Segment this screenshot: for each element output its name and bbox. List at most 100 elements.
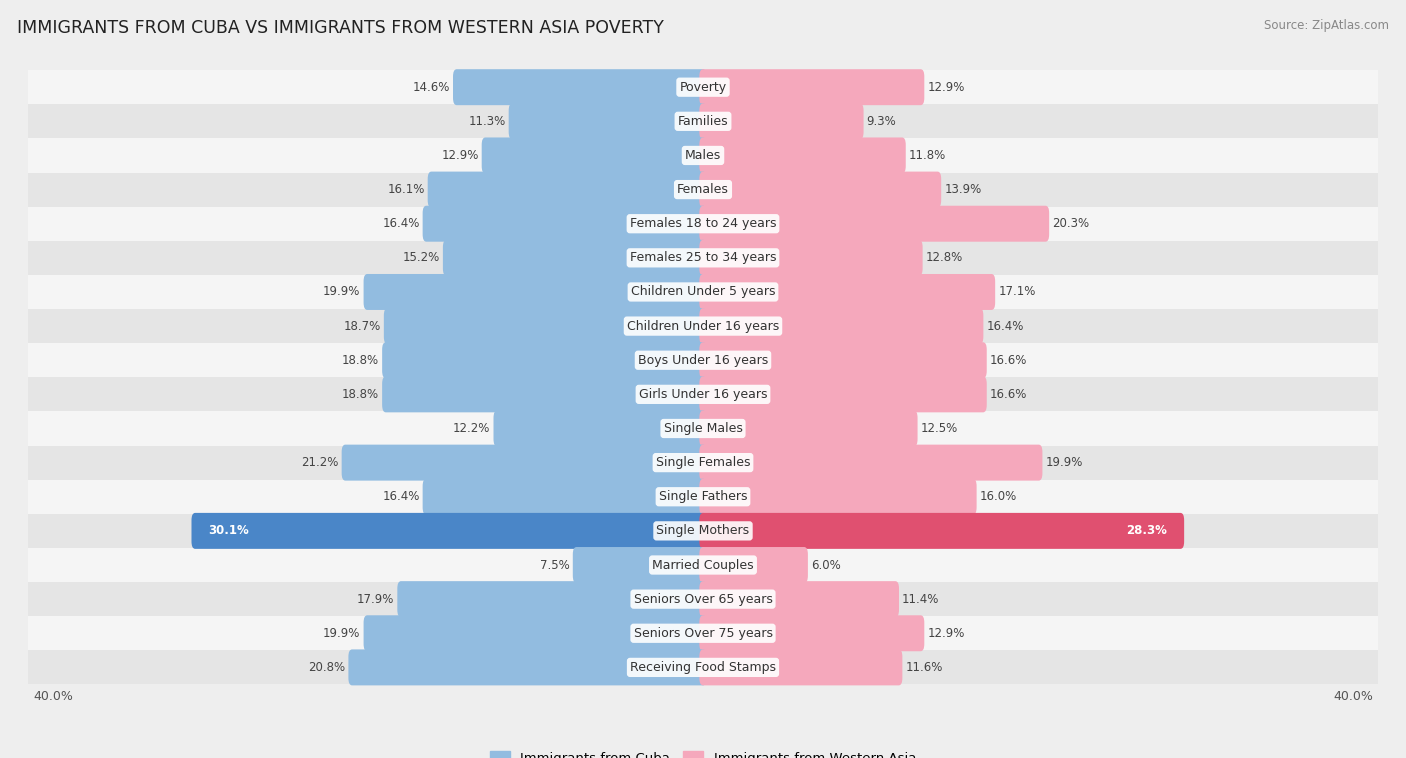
FancyBboxPatch shape xyxy=(699,479,977,515)
FancyBboxPatch shape xyxy=(382,343,707,378)
Bar xyxy=(28,514,1378,548)
Text: Females: Females xyxy=(678,183,728,196)
Text: 11.3%: 11.3% xyxy=(468,114,506,128)
Bar xyxy=(28,70,1378,105)
FancyBboxPatch shape xyxy=(494,411,707,446)
Legend: Immigrants from Cuba, Immigrants from Western Asia: Immigrants from Cuba, Immigrants from We… xyxy=(485,746,921,758)
Text: Single Males: Single Males xyxy=(664,422,742,435)
FancyBboxPatch shape xyxy=(699,308,983,344)
Text: IMMIGRANTS FROM CUBA VS IMMIGRANTS FROM WESTERN ASIA POVERTY: IMMIGRANTS FROM CUBA VS IMMIGRANTS FROM … xyxy=(17,19,664,37)
Text: Females 18 to 24 years: Females 18 to 24 years xyxy=(630,218,776,230)
Text: 12.8%: 12.8% xyxy=(925,252,963,265)
FancyBboxPatch shape xyxy=(423,205,707,242)
Bar xyxy=(28,377,1378,412)
Text: Seniors Over 75 years: Seniors Over 75 years xyxy=(634,627,772,640)
FancyBboxPatch shape xyxy=(699,445,1042,481)
Text: 11.6%: 11.6% xyxy=(905,661,943,674)
FancyBboxPatch shape xyxy=(443,240,707,276)
FancyBboxPatch shape xyxy=(699,240,922,276)
Bar xyxy=(28,139,1378,173)
Text: Girls Under 16 years: Girls Under 16 years xyxy=(638,388,768,401)
Text: 19.9%: 19.9% xyxy=(323,627,360,640)
Text: 16.1%: 16.1% xyxy=(387,183,425,196)
Text: 19.9%: 19.9% xyxy=(323,286,360,299)
Text: 16.4%: 16.4% xyxy=(382,218,419,230)
Bar xyxy=(28,105,1378,139)
Text: 28.3%: 28.3% xyxy=(1126,525,1167,537)
Text: 9.3%: 9.3% xyxy=(866,114,897,128)
Text: 16.4%: 16.4% xyxy=(382,490,419,503)
FancyBboxPatch shape xyxy=(699,69,924,105)
Bar xyxy=(28,275,1378,309)
Text: 16.6%: 16.6% xyxy=(990,354,1028,367)
FancyBboxPatch shape xyxy=(453,69,707,105)
Bar xyxy=(28,241,1378,275)
Bar xyxy=(28,412,1378,446)
FancyBboxPatch shape xyxy=(482,137,707,174)
Text: 18.8%: 18.8% xyxy=(342,354,380,367)
Text: 16.6%: 16.6% xyxy=(990,388,1028,401)
FancyBboxPatch shape xyxy=(699,103,863,139)
Bar xyxy=(28,480,1378,514)
FancyBboxPatch shape xyxy=(699,205,1049,242)
Text: 12.9%: 12.9% xyxy=(928,627,965,640)
Text: 12.9%: 12.9% xyxy=(441,149,478,162)
Bar xyxy=(28,343,1378,377)
FancyBboxPatch shape xyxy=(699,171,941,208)
Text: 40.0%: 40.0% xyxy=(1333,690,1372,703)
Text: 16.4%: 16.4% xyxy=(987,320,1024,333)
Bar xyxy=(28,207,1378,241)
Text: 12.5%: 12.5% xyxy=(921,422,957,435)
Text: Source: ZipAtlas.com: Source: ZipAtlas.com xyxy=(1264,19,1389,32)
Text: 6.0%: 6.0% xyxy=(811,559,841,572)
Bar xyxy=(28,309,1378,343)
Bar xyxy=(28,446,1378,480)
Text: 11.4%: 11.4% xyxy=(903,593,939,606)
FancyBboxPatch shape xyxy=(423,479,707,515)
Bar xyxy=(28,616,1378,650)
Text: 20.8%: 20.8% xyxy=(308,661,346,674)
Text: 18.8%: 18.8% xyxy=(342,388,380,401)
Text: 19.9%: 19.9% xyxy=(1046,456,1083,469)
Text: Families: Families xyxy=(678,114,728,128)
FancyBboxPatch shape xyxy=(699,547,808,583)
Text: 20.3%: 20.3% xyxy=(1052,218,1090,230)
FancyBboxPatch shape xyxy=(572,547,707,583)
Text: Females 25 to 34 years: Females 25 to 34 years xyxy=(630,252,776,265)
FancyBboxPatch shape xyxy=(699,343,987,378)
Text: Seniors Over 65 years: Seniors Over 65 years xyxy=(634,593,772,606)
FancyBboxPatch shape xyxy=(382,377,707,412)
Text: 12.9%: 12.9% xyxy=(928,80,965,94)
Text: 12.2%: 12.2% xyxy=(453,422,491,435)
FancyBboxPatch shape xyxy=(699,615,924,651)
Bar xyxy=(28,548,1378,582)
Bar xyxy=(28,650,1378,684)
FancyBboxPatch shape xyxy=(384,308,707,344)
Text: Married Couples: Married Couples xyxy=(652,559,754,572)
FancyBboxPatch shape xyxy=(699,650,903,685)
Text: Receiving Food Stamps: Receiving Food Stamps xyxy=(630,661,776,674)
Text: 13.9%: 13.9% xyxy=(945,183,981,196)
Text: 21.2%: 21.2% xyxy=(301,456,339,469)
FancyBboxPatch shape xyxy=(398,581,707,617)
FancyBboxPatch shape xyxy=(342,445,707,481)
FancyBboxPatch shape xyxy=(699,581,898,617)
FancyBboxPatch shape xyxy=(509,103,707,139)
FancyBboxPatch shape xyxy=(364,615,707,651)
Text: Children Under 5 years: Children Under 5 years xyxy=(631,286,775,299)
Text: Males: Males xyxy=(685,149,721,162)
Text: Poverty: Poverty xyxy=(679,80,727,94)
Text: Children Under 16 years: Children Under 16 years xyxy=(627,320,779,333)
Bar xyxy=(28,582,1378,616)
FancyBboxPatch shape xyxy=(191,513,707,549)
Text: 17.9%: 17.9% xyxy=(357,593,394,606)
Text: 18.7%: 18.7% xyxy=(343,320,381,333)
Text: Single Females: Single Females xyxy=(655,456,751,469)
Text: Single Mothers: Single Mothers xyxy=(657,525,749,537)
Text: Single Fathers: Single Fathers xyxy=(659,490,747,503)
FancyBboxPatch shape xyxy=(699,137,905,174)
Text: 15.2%: 15.2% xyxy=(402,252,440,265)
FancyBboxPatch shape xyxy=(699,274,995,310)
Text: Boys Under 16 years: Boys Under 16 years xyxy=(638,354,768,367)
Text: 17.1%: 17.1% xyxy=(998,286,1036,299)
